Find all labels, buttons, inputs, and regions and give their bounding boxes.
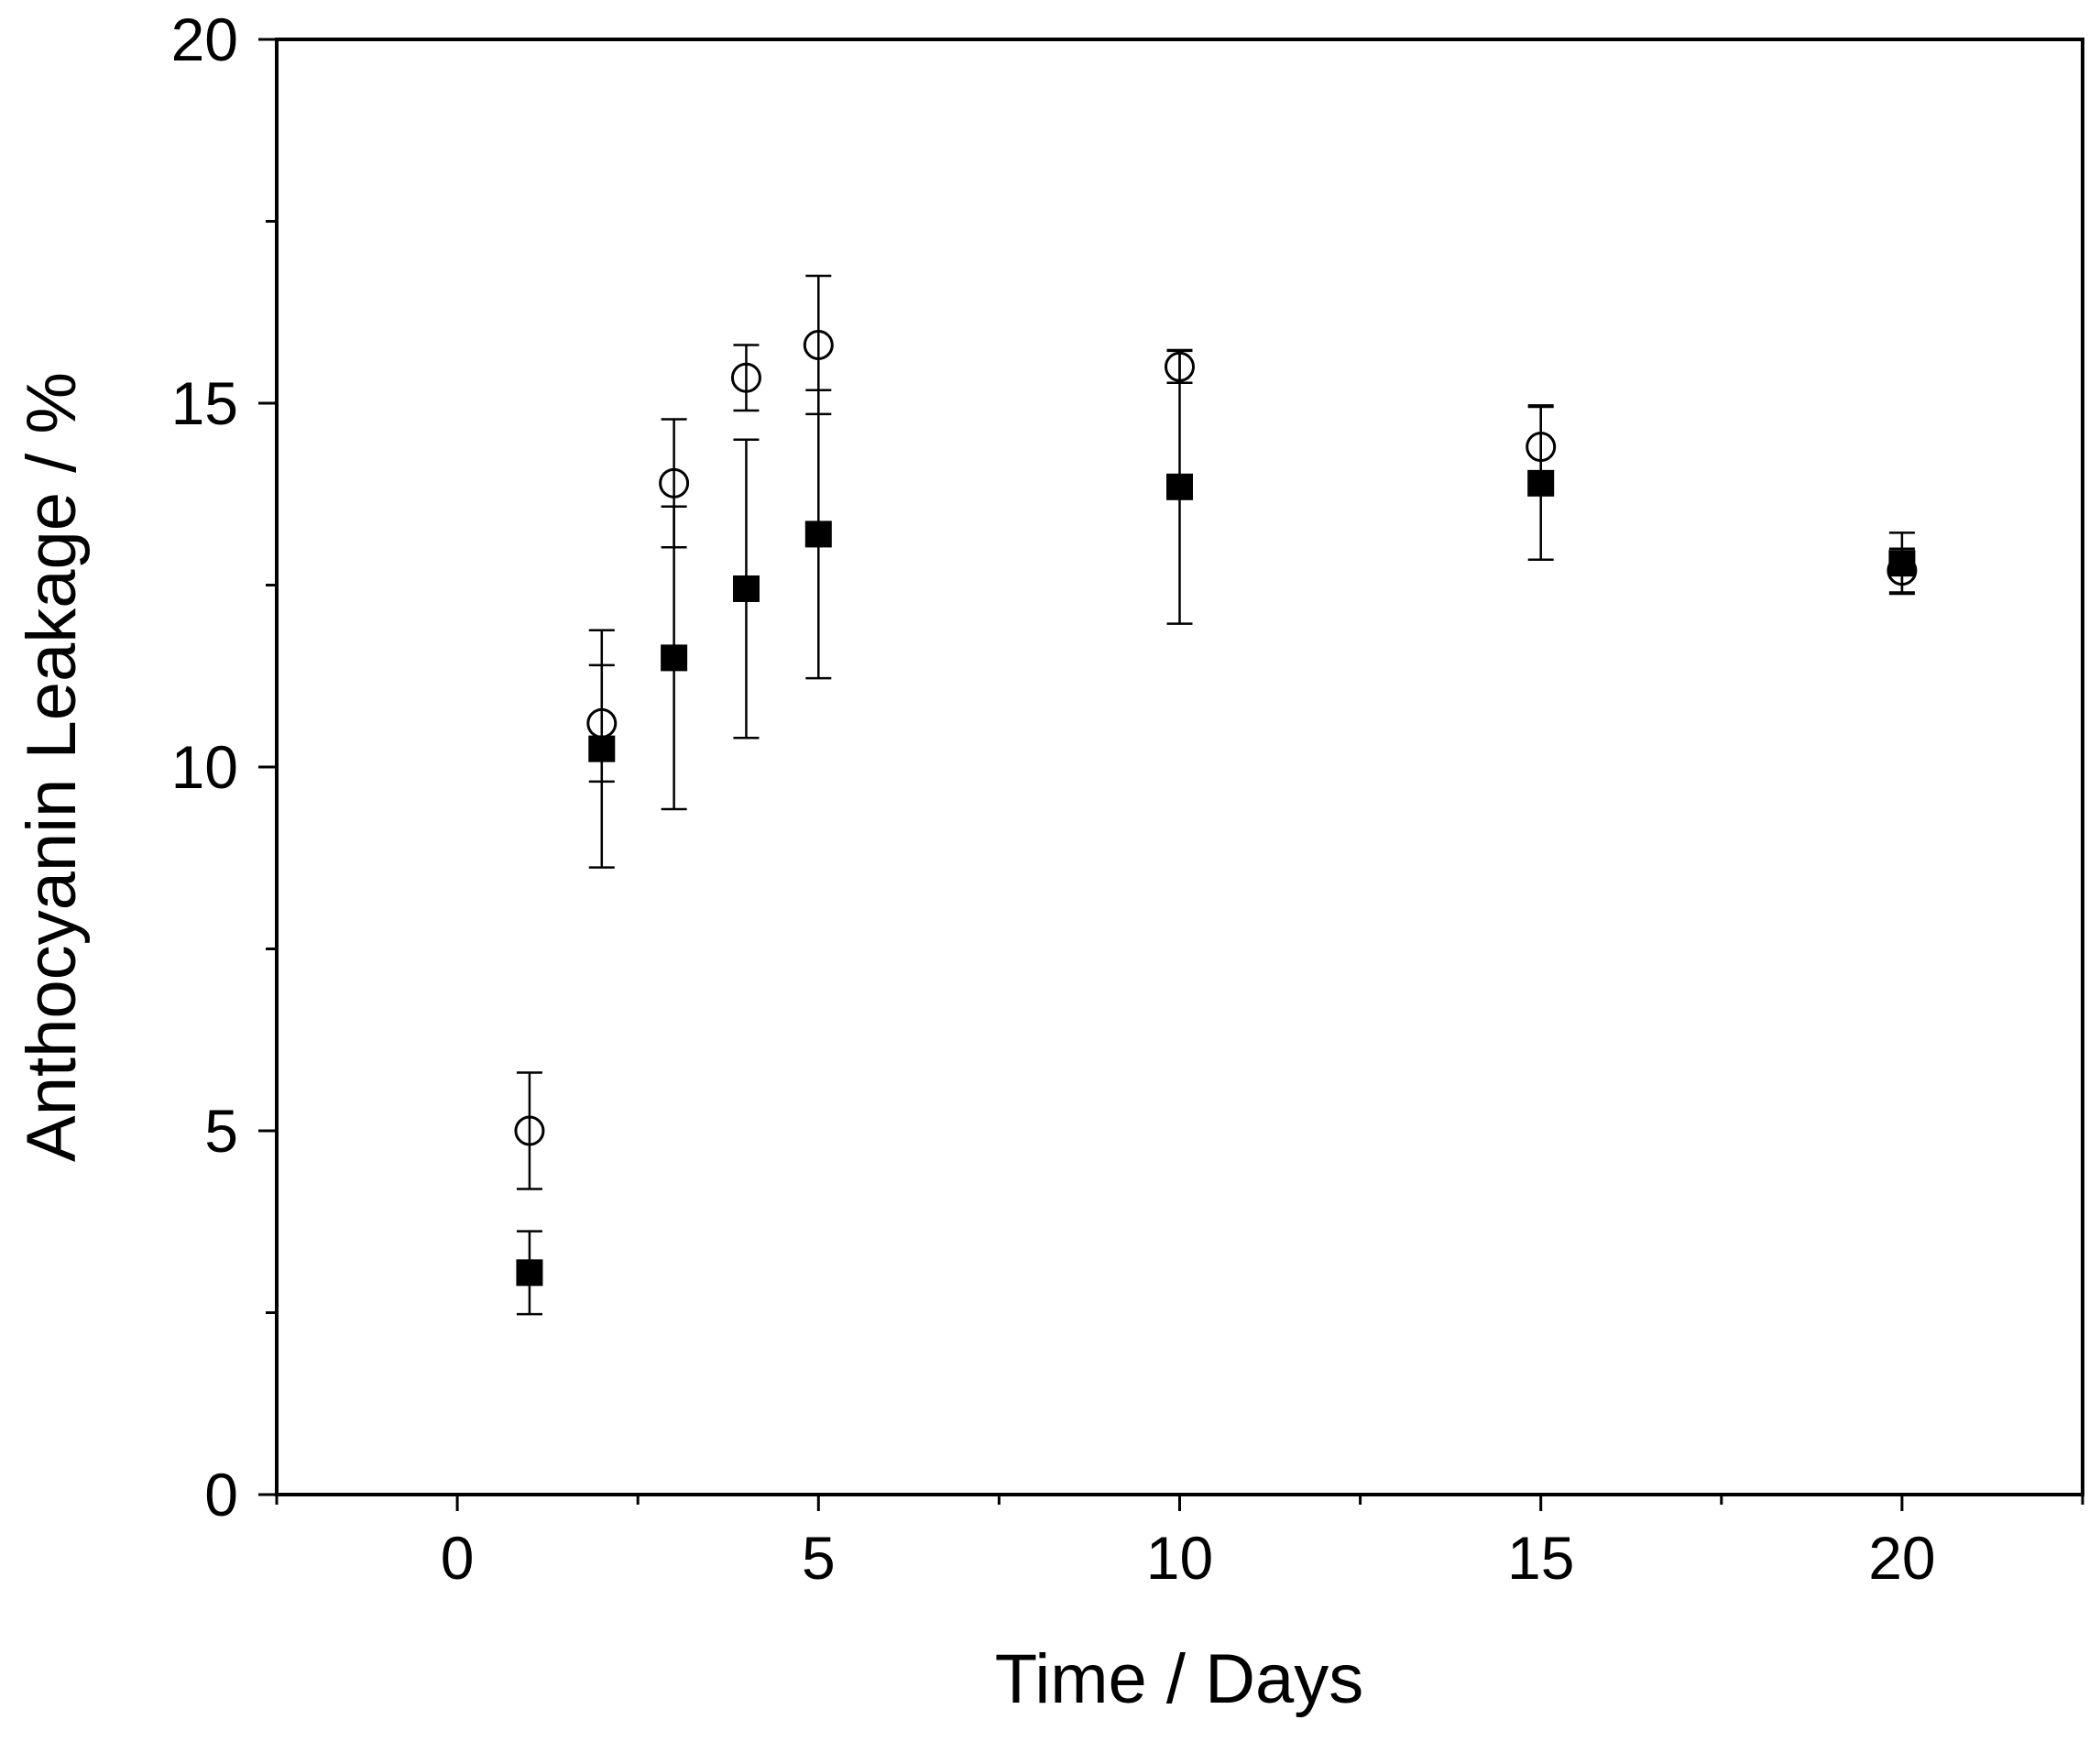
y-tick-label: 0 xyxy=(204,1461,238,1528)
axes xyxy=(275,38,2084,1496)
y-tick-label: 5 xyxy=(204,1097,238,1165)
y-axis-title: Anthocyanin Leakage / % xyxy=(13,372,91,1162)
y-tick-label: 10 xyxy=(171,733,238,801)
markers xyxy=(514,329,1918,1287)
x-tick-label: 20 xyxy=(1868,1524,1935,1592)
x-tick-label: 5 xyxy=(802,1524,836,1592)
x-axis-title: Time / Days xyxy=(995,1640,1364,1718)
error-bars xyxy=(516,274,1915,1316)
x-axis-ticks: 0 5 10 15 20 xyxy=(275,1495,2084,1592)
y-tick-label: 20 xyxy=(171,5,238,73)
x-tick-label: 15 xyxy=(1507,1524,1574,1592)
x-tick-label: 0 xyxy=(441,1524,475,1592)
y-tick-label: 15 xyxy=(171,369,238,437)
x-tick-label: 10 xyxy=(1146,1524,1213,1592)
plot-frame xyxy=(275,38,2084,1496)
y-axis-ticks: 0 5 10 15 20 xyxy=(171,5,277,1528)
